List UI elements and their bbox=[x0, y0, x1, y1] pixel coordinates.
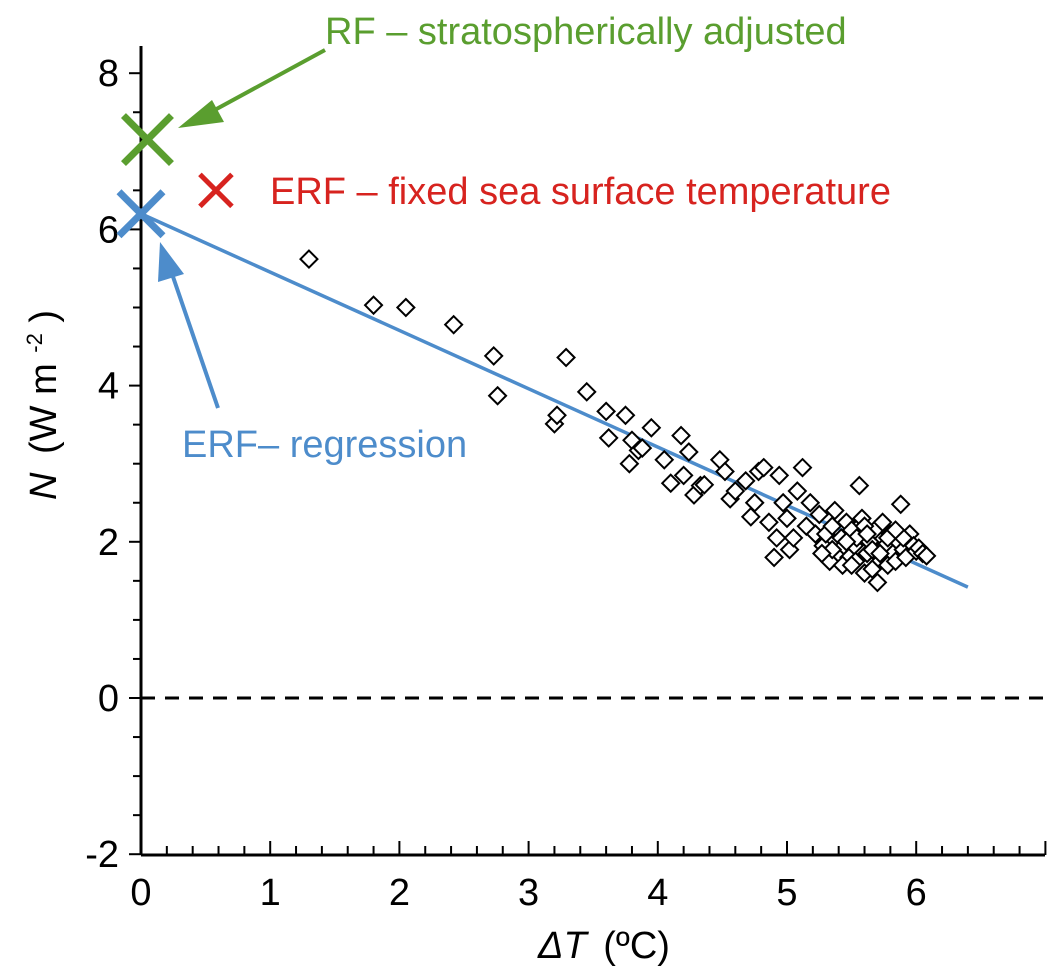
data-point bbox=[715, 461, 735, 482]
data-point bbox=[753, 457, 774, 478]
y-tick-label: -2 bbox=[85, 834, 119, 876]
y-tick-label: 2 bbox=[98, 522, 119, 564]
y-tick-label: 0 bbox=[98, 678, 119, 720]
data-point bbox=[867, 572, 888, 593]
data-point bbox=[547, 405, 567, 426]
data-point bbox=[598, 428, 619, 448]
y-tick-label: 4 bbox=[98, 366, 119, 408]
data-point bbox=[758, 512, 779, 533]
data-point bbox=[766, 527, 787, 548]
data-point bbox=[849, 475, 870, 496]
data-point bbox=[678, 442, 699, 462]
data-point bbox=[800, 492, 821, 513]
data-point bbox=[632, 438, 653, 458]
y-tick-label: 8 bbox=[98, 53, 119, 95]
data-point bbox=[824, 500, 845, 521]
forcing-markers bbox=[116, 113, 234, 239]
data-points bbox=[299, 249, 937, 593]
data-point bbox=[857, 524, 878, 544]
y-tick-label: 6 bbox=[98, 209, 119, 251]
y-axis-title: N (W m -2 ) bbox=[9, 310, 65, 500]
x-tick-label: 4 bbox=[647, 872, 668, 914]
data-point bbox=[744, 492, 765, 513]
data-point bbox=[299, 249, 319, 269]
data-point bbox=[725, 481, 746, 501]
data-point bbox=[872, 512, 893, 533]
data-point bbox=[769, 465, 790, 486]
data-point bbox=[841, 555, 862, 576]
annotation-arrows bbox=[158, 48, 326, 409]
data-point bbox=[654, 449, 675, 470]
data-point bbox=[671, 425, 691, 446]
data-point bbox=[885, 520, 906, 540]
data-point bbox=[809, 504, 830, 525]
data-point bbox=[735, 470, 756, 491]
x-tick-label: 5 bbox=[776, 872, 797, 914]
data-point bbox=[641, 417, 662, 438]
annotation-rf: RF – stratospherically adjusted bbox=[325, 11, 847, 53]
data-point bbox=[783, 527, 804, 548]
arrow-erf-regression bbox=[158, 242, 220, 409]
data-point bbox=[777, 508, 797, 529]
data-point bbox=[483, 346, 504, 366]
marker-erf-regression bbox=[116, 189, 166, 239]
data-point bbox=[764, 547, 784, 568]
annotation-erf-sst: ERF – fixed sea surface temperature bbox=[270, 171, 891, 213]
data-point bbox=[836, 531, 857, 552]
data-point bbox=[487, 385, 508, 406]
data-point bbox=[862, 559, 883, 580]
data-point bbox=[443, 314, 464, 335]
axis-titles: ΔT (ºC) N (W m -2 ) bbox=[9, 310, 670, 967]
data-point bbox=[673, 465, 694, 486]
data-point bbox=[660, 473, 681, 494]
axes: -2 0 2 4 6 8 0 1 2 3 4 5 6 bbox=[85, 46, 1047, 914]
data-point bbox=[811, 543, 832, 564]
data-point bbox=[395, 297, 416, 318]
data-point bbox=[615, 405, 636, 426]
x-tick-label: 0 bbox=[130, 872, 151, 914]
data-point bbox=[870, 543, 890, 564]
data-point bbox=[740, 506, 761, 527]
data-point bbox=[792, 457, 813, 478]
data-point bbox=[787, 481, 808, 501]
data-point bbox=[619, 453, 640, 474]
data-point bbox=[596, 401, 617, 422]
data-point bbox=[890, 494, 911, 515]
x-axis-title: ΔT (ºC) bbox=[537, 925, 670, 967]
marker-rf bbox=[120, 113, 174, 167]
x-tick-label: 6 bbox=[906, 872, 927, 914]
data-point bbox=[576, 381, 597, 402]
annotation-erf-regression: ERF– regression bbox=[182, 424, 467, 466]
x-tick-label: 3 bbox=[518, 872, 539, 914]
arrow-rf bbox=[178, 48, 326, 128]
x-tick-label: 2 bbox=[389, 872, 410, 914]
x-tick-label: 1 bbox=[260, 872, 281, 914]
data-point bbox=[773, 492, 794, 513]
data-point bbox=[694, 474, 715, 495]
data-point bbox=[363, 295, 384, 316]
annotations: RF – stratospherically adjusted ERF – fi… bbox=[182, 11, 891, 466]
data-point bbox=[556, 347, 576, 368]
marker-erf-fixed-sst bbox=[198, 172, 234, 209]
data-point bbox=[916, 545, 937, 566]
